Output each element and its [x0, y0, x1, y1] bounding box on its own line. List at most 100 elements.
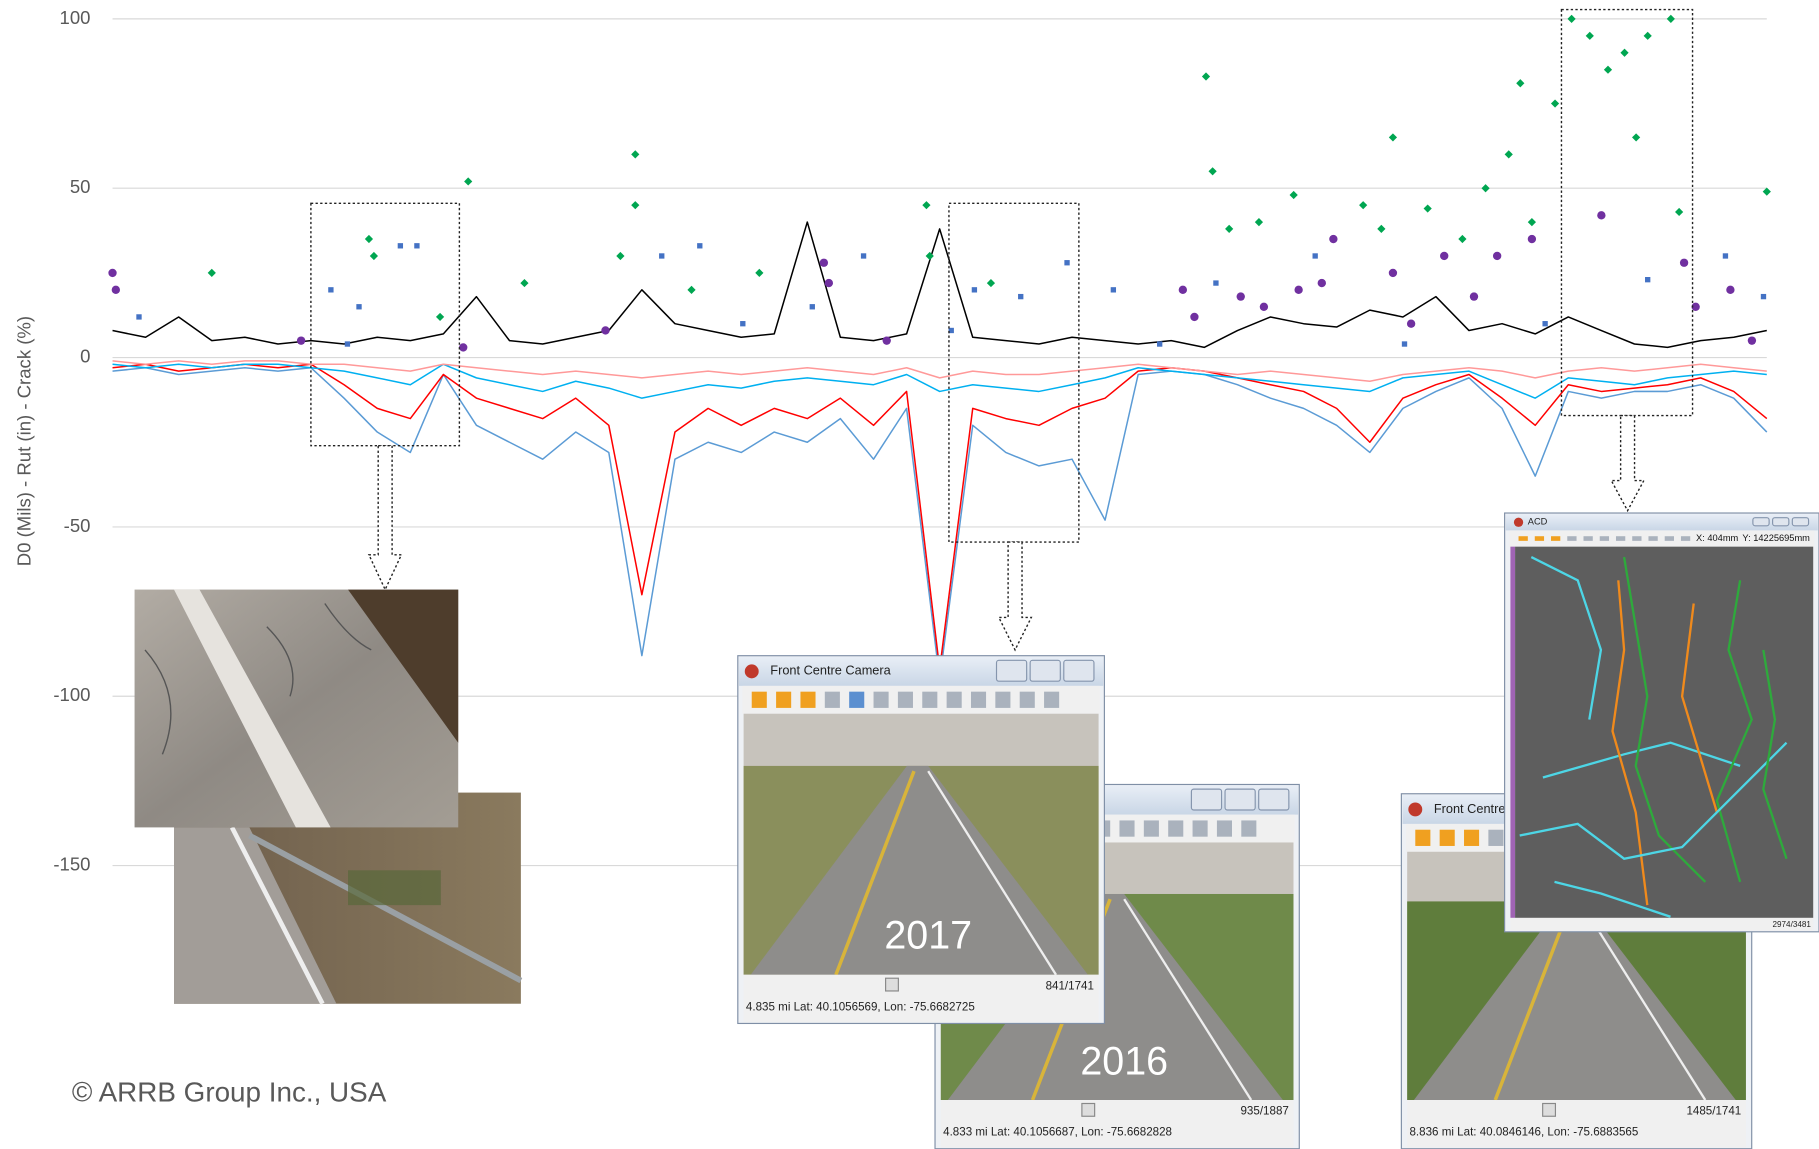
tool-button[interactable]	[1439, 829, 1455, 846]
point	[740, 321, 746, 327]
scroll-thumb[interactable]	[1542, 1102, 1557, 1117]
point	[344, 341, 351, 347]
photo	[174, 792, 523, 1005]
point	[1585, 31, 1594, 40]
tool-button[interactable]	[1551, 536, 1561, 541]
tool-button[interactable]	[824, 691, 840, 708]
point	[1527, 217, 1536, 227]
tool-button[interactable]	[1664, 536, 1674, 541]
tool-button[interactable]	[1044, 691, 1060, 708]
point	[1722, 253, 1729, 259]
tool-button[interactable]	[1599, 536, 1610, 541]
point	[369, 251, 379, 261]
callout-box	[1560, 8, 1694, 417]
y-axis-label: D0 (Mils) - Rut (in) - Crack (%)	[13, 316, 34, 566]
point	[1504, 150, 1513, 159]
tool-button[interactable]	[1119, 820, 1135, 837]
point	[136, 314, 142, 320]
tool-button[interactable]	[1534, 536, 1545, 541]
window-button[interactable]	[1029, 659, 1061, 682]
y-tick-label: 50	[70, 176, 91, 197]
point	[1440, 251, 1449, 261]
y-tick-label: -100	[53, 684, 90, 705]
tool-button[interactable]	[897, 691, 913, 708]
tool-button[interactable]	[1464, 829, 1480, 846]
point	[1516, 79, 1525, 88]
tool-button[interactable]	[1567, 536, 1577, 541]
point	[1679, 258, 1689, 267]
point	[1726, 285, 1735, 295]
point	[631, 201, 640, 210]
point	[111, 285, 121, 295]
point	[1762, 187, 1771, 196]
point	[697, 243, 703, 249]
point	[616, 251, 625, 261]
point	[1201, 72, 1211, 81]
window-button[interactable]	[1258, 788, 1290, 811]
callouts	[310, 8, 1694, 652]
scrollbar	[940, 1100, 1294, 1119]
tool-button[interactable]	[751, 691, 767, 708]
frame-counter: 935/1887	[1240, 1105, 1288, 1118]
arrow	[367, 445, 403, 592]
window-title: Front Centre Camera	[770, 663, 891, 678]
tool-button[interactable]	[1518, 536, 1528, 541]
point	[1481, 184, 1490, 193]
camera-road	[750, 765, 1088, 975]
tool-button[interactable]	[1648, 536, 1658, 541]
tool-button[interactable]	[1615, 536, 1626, 541]
point	[1643, 31, 1652, 40]
tool-button[interactable]	[800, 691, 816, 708]
tool-button[interactable]	[1192, 820, 1208, 837]
window-button[interactable]	[1190, 788, 1223, 811]
camera-road	[1413, 901, 1736, 1101]
tool-button[interactable]	[1143, 820, 1159, 837]
window-button[interactable]	[995, 659, 1028, 682]
point	[397, 243, 404, 249]
point	[520, 278, 529, 288]
crack-trace	[1622, 556, 1753, 883]
window-button[interactable]	[1224, 788, 1256, 811]
tool-button[interactable]	[1488, 829, 1504, 846]
point	[824, 278, 834, 288]
tool-button[interactable]	[1632, 536, 1642, 541]
point	[809, 304, 815, 310]
tool-button[interactable]	[1680, 536, 1691, 541]
point	[1469, 292, 1479, 301]
tool-button[interactable]	[922, 691, 938, 708]
tool-button[interactable]	[1168, 820, 1184, 837]
year-label: 2016	[1080, 1039, 1168, 1083]
point	[1213, 280, 1219, 286]
window-button[interactable]	[1791, 517, 1810, 527]
point	[1691, 302, 1700, 311]
scroll-thumb[interactable]	[1081, 1102, 1096, 1117]
point	[1317, 278, 1326, 288]
point	[207, 268, 216, 278]
point	[971, 287, 978, 293]
tool-button[interactable]	[1216, 820, 1233, 837]
tool-button[interactable]	[995, 691, 1011, 708]
point	[1597, 211, 1606, 220]
tool-button[interactable]	[946, 691, 962, 708]
scroll-thumb[interactable]	[885, 977, 899, 992]
tool-button[interactable]	[1583, 536, 1593, 541]
tool-button[interactable]	[1415, 829, 1431, 846]
crack-trace	[1762, 649, 1788, 860]
status-bar	[743, 993, 1099, 1023]
tool-button[interactable]	[873, 691, 889, 708]
point	[328, 287, 334, 293]
tool-button[interactable]	[970, 691, 987, 708]
tool-button[interactable]	[849, 691, 865, 708]
point	[687, 285, 696, 294]
window-button[interactable]	[1752, 517, 1770, 527]
tool-button[interactable]	[1019, 691, 1035, 708]
camera-line	[834, 770, 916, 976]
point	[1018, 293, 1024, 300]
window-button[interactable]	[1063, 659, 1095, 682]
title-bar	[1505, 514, 1818, 531]
photo	[134, 589, 459, 828]
window-button[interactable]	[1772, 517, 1790, 527]
tool-button[interactable]	[1241, 820, 1257, 837]
tool-button[interactable]	[776, 691, 792, 708]
camera-line	[927, 770, 1057, 976]
